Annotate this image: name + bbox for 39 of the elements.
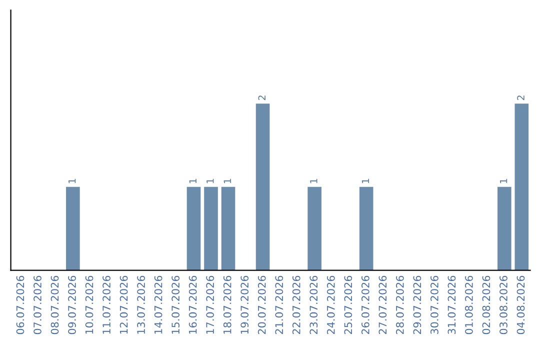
x-tick-label: 01.08.2026 [465,276,473,334]
x-tick-label: 12.07.2026 [120,276,128,334]
x-tick-label: 16.07.2026 [188,276,197,334]
x-tick-label: 19.07.2026 [240,276,249,334]
x-tick-label: 24.07.2026 [326,276,335,334]
x-tick-label: 04.08.2026 [516,276,525,334]
x-tick-label: 30.07.2026 [430,276,438,334]
x-tick-label: 14.07.2026 [154,276,162,334]
x-tick-label: 25.07.2026 [344,276,352,334]
x-tick-label: 26.07.2026 [361,276,370,334]
x-tick-label: 13.07.2026 [137,276,145,334]
x-tick-label: 22.07.2026 [292,276,300,334]
data-label: 1 [362,178,370,184]
x-tick-label: 06.07.2026 [16,276,24,334]
x-tick-label: 09.07.2026 [68,276,76,334]
data-label: 2 [517,96,524,100]
x-tick-label: 17.07.2026 [206,276,214,334]
x-tick-label: 21.07.2026 [275,276,284,334]
data-label: 1 [189,178,196,184]
x-tick-label: 02.08.2026 [482,276,490,334]
x-tick-label: 15.07.2026 [172,276,180,334]
data-label: 1 [500,178,508,184]
x-tick-label: 20.07.2026 [258,276,266,334]
data-label: 1 [310,178,318,184]
x-tick-label: 31.07.2026 [448,276,456,334]
data-label: 2 [258,96,266,100]
x-tick-label: 11.07.2026 [102,276,110,334]
data-label: 1 [206,178,214,184]
x-tick-label: 10.07.2026 [85,276,94,334]
data-label: 1 [68,178,76,184]
x-tick-label: 08.07.2026 [50,276,59,334]
data-label: 1 [224,178,231,184]
x-tick-label: 28.07.2026 [396,276,404,334]
x-tick-label: 18.07.2026 [223,276,232,334]
x-tick-label: 27.07.2026 [378,276,387,334]
x-tick-label: 03.08.2026 [500,276,508,334]
x-tick-label: 07.07.2026 [34,276,42,334]
x-tick-label: 23.07.2026 [310,276,318,334]
x-tick-label: 29.07.2026 [413,276,422,334]
